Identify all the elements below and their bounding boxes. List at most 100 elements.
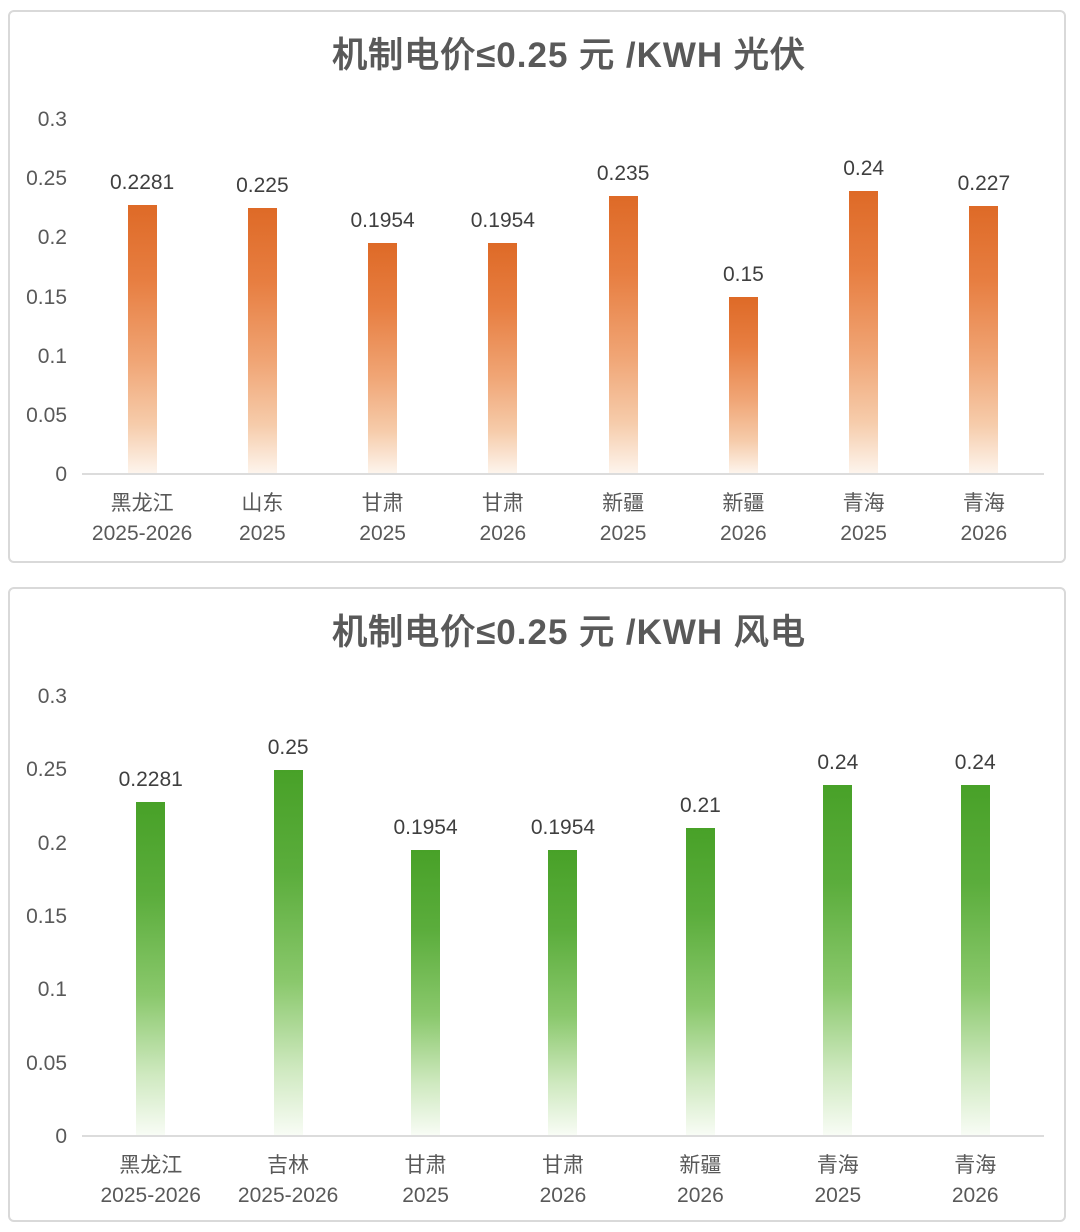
x-category-region: 黑龙江 [110, 492, 174, 515]
pv-chart-title: 机制电价≤0.25 元 /KWH 光伏 [332, 36, 806, 75]
x-category-period: 2025 [239, 522, 286, 545]
bar-column: 0.1954 [443, 120, 563, 473]
x-category-period: 2026 [479, 522, 527, 545]
y-tick-label: 0.15 [26, 285, 67, 309]
bar [969, 205, 999, 473]
bar [411, 849, 441, 1135]
x-category-label: 新疆 2025 [563, 489, 683, 549]
x-category-region: 新疆 [679, 1154, 722, 1177]
x-category-region: 青海 [954, 1154, 997, 1177]
bar [823, 784, 853, 1135]
y-tick-label: 0.3 [37, 685, 67, 708]
x-category-region: 山东 [241, 492, 284, 515]
x-category-region: 青海 [816, 1154, 859, 1177]
pv-chart-panel: 机制电价≤0.25 元 /KWH 光伏 0.3 0.25 0.2 0.15 0.1 0.0… [8, 10, 1066, 563]
bar-value-label: 0.235 [596, 162, 650, 186]
x-category-label: 黑龙江 2025-2026 [82, 1151, 219, 1211]
bar-column: 0.1954 [494, 697, 631, 1135]
x-category-period: 2026 [677, 1184, 724, 1207]
wind-chart-title: 机制电价≤0.25 元 /KWH 风电 [332, 613, 806, 652]
bar [960, 784, 990, 1135]
bar-column: 0.25 [219, 697, 356, 1135]
bar-column: 0.24 [804, 120, 924, 473]
bar-value-label: 0.25 [267, 736, 309, 759]
x-category-region: 甘肃 [404, 1154, 447, 1177]
x-category-region: 新疆 [722, 492, 765, 515]
x-category-region: 青海 [962, 492, 1005, 515]
bar-value-label: 0.24 [843, 156, 885, 180]
bar-column: 0.2281 [82, 120, 202, 473]
plot-area: 0.2281 0.25 0.1954 0.1954 0.21 0.24 0.24 [82, 697, 1044, 1137]
y-tick-label: 0.05 [26, 403, 67, 427]
bar [728, 296, 758, 473]
bar [608, 196, 638, 473]
bar [136, 801, 166, 1135]
bar-value-label: 0.225 [236, 174, 289, 198]
bar-column: 0.2281 [82, 697, 219, 1135]
x-category-label: 黑龙江 2025-2026 [82, 489, 202, 549]
y-tick-label: 0.25 [26, 758, 67, 782]
bar-value-label: 0.1954 [530, 815, 596, 839]
x-category-period: 2026 [539, 1184, 587, 1207]
bar [849, 190, 879, 473]
y-tick-label: 0.15 [26, 905, 67, 928]
x-category-period: 2025 [359, 522, 406, 545]
y-tick-label: 0 [55, 1125, 67, 1148]
x-category-region: 甘肃 [361, 492, 404, 515]
bar-value-label: 0.24 [954, 750, 996, 774]
x-category-region: 甘肃 [481, 492, 524, 515]
bar-column: 0.225 [202, 120, 322, 473]
y-tick-label: 0.2 [37, 226, 67, 250]
x-category-region: 甘肃 [541, 1154, 584, 1177]
bar-value-label: 0.2281 [110, 170, 175, 194]
bar [368, 243, 398, 473]
x-category-label: 新疆 2026 [632, 1151, 769, 1211]
y-tick-label: 0.2 [37, 831, 67, 855]
bar-column: 0.1954 [323, 120, 443, 473]
y-tick-label: 0.05 [26, 1051, 67, 1075]
bar [488, 243, 518, 473]
x-category-period: 2026 [960, 522, 1008, 545]
bar [548, 849, 578, 1135]
x-category-period: 2025 [840, 522, 887, 545]
x-category-period: 2025 [814, 1184, 862, 1207]
y-tick-label: 0.25 [26, 167, 67, 191]
bar [273, 770, 303, 1135]
x-category-label: 青海 2025 [769, 1151, 906, 1211]
y-tick-label: 0 [55, 463, 67, 486]
bar-value-label: 0.1954 [470, 209, 535, 233]
bar-value-label: 0.2281 [118, 767, 183, 791]
bar-column: 0.24 [907, 697, 1044, 1135]
bar-column: 0.15 [683, 120, 803, 473]
x-category-label: 青海 2026 [924, 489, 1044, 549]
bar-value-label: 0.24 [817, 750, 859, 774]
x-category-label: 青海 2026 [907, 1151, 1044, 1211]
y-tick-label: 0.1 [37, 344, 67, 368]
bar-value-label: 0.21 [679, 794, 721, 818]
x-category-label: 吉林 2025-2026 [219, 1151, 356, 1211]
bar-value-label: 0.1954 [350, 209, 415, 233]
wind-chart: 0.3 0.25 0.2 0.15 0.1 0.05 0 0.2281 0.25 0.1954 0.… [10, 685, 1064, 1211]
bar-column: 0.1954 [357, 697, 494, 1135]
x-category-period: 2025-2026 [100, 1184, 201, 1207]
x-category-label: 甘肃 2025 [357, 1151, 494, 1211]
y-tick-label: 0.1 [37, 978, 67, 1002]
x-category-label: 新疆 2026 [683, 489, 803, 549]
bar-column: 0.227 [924, 120, 1044, 473]
bar-column: 0.21 [632, 697, 769, 1135]
bar-value-label: 0.15 [722, 262, 764, 286]
x-category-label: 青海 2025 [804, 489, 924, 549]
bar [127, 204, 157, 473]
x-axis-labels: 黑龙江 2025-2026 吉林 2025-2026 甘肃 2025 甘肃 2026 新疆 202… [82, 1137, 1044, 1211]
x-category-period: 2025 [402, 1184, 449, 1207]
x-category-period: 2026 [720, 522, 767, 545]
x-category-period: 2025-2026 [91, 522, 193, 545]
x-category-period: 2026 [951, 1184, 999, 1207]
bar [685, 828, 715, 1135]
x-category-label: 甘肃 2025 [323, 489, 443, 549]
x-category-region: 黑龙江 [119, 1154, 183, 1177]
wind-chart-panel: 机制电价≤0.25 元 /KWH 风电 0.3 0.25 0.2 0.15 0.1 0.0… [8, 587, 1066, 1222]
x-category-label: 山东 2025 [202, 489, 322, 549]
bar-value-label: 0.1954 [393, 815, 458, 839]
